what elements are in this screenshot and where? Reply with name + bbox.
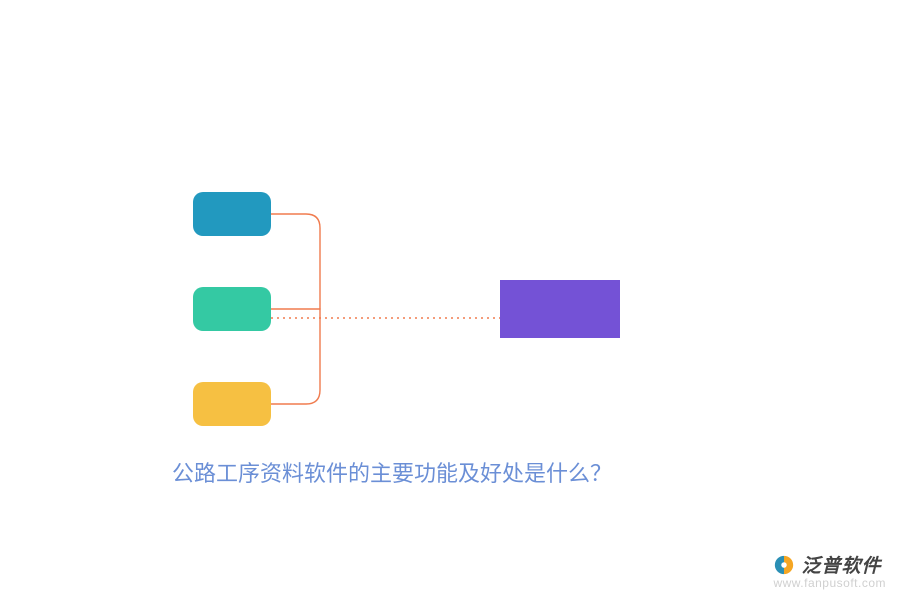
diagram-canvas: 公路工序资料软件的主要功能及好处是什么？ 泛普软件 www.fanpusoft.… — [0, 0, 900, 600]
node-4 — [500, 280, 620, 338]
node-2 — [193, 287, 271, 331]
watermark: 泛普软件 www.fanpusoft.com — [773, 551, 886, 590]
node-3 — [193, 382, 271, 426]
brand-text: 泛普软件 — [801, 551, 881, 578]
node-1 — [193, 192, 271, 236]
connector-layer — [0, 0, 900, 600]
watermark-url: www.fanpusoft.com — [773, 576, 886, 590]
watermark-brand: 泛普软件 — [773, 551, 886, 578]
diagram-caption: 公路工序资料软件的主要功能及好处是什么？ — [172, 456, 612, 488]
brand-logo-icon — [773, 554, 795, 576]
